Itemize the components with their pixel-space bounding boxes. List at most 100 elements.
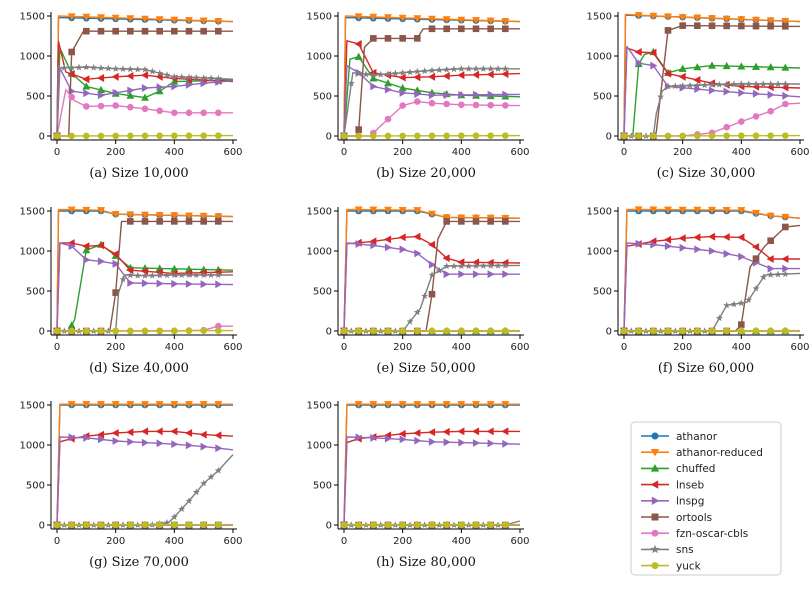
lnspg-marker <box>635 239 643 248</box>
athanor-reduced-marker <box>781 17 790 26</box>
x-tick-label: 200 <box>106 342 125 353</box>
x-tick-label: 400 <box>165 342 184 353</box>
sns-marker <box>192 73 200 81</box>
y-tick-label: 1000 <box>307 52 332 63</box>
chart-panel-6: 0 500 1000 1500 0 200 400 600 (f) Size 60,000 <box>587 206 810 376</box>
chart-panel-2: 0 500 1000 1500 0 200 400 600 (b) Size 20,000 <box>307 12 530 182</box>
lnseb-line <box>343 235 521 332</box>
sns-marker <box>214 271 222 279</box>
yuck-marker <box>141 327 149 335</box>
athanor-reduced-marker <box>428 210 436 218</box>
yuck-marker <box>738 132 745 140</box>
ortools-marker <box>782 22 789 30</box>
lnspg-marker <box>185 441 194 450</box>
lnspg-marker <box>200 442 208 451</box>
lnseb-marker <box>781 255 789 263</box>
athanor-reduced-marker <box>82 206 91 215</box>
yuck-marker <box>664 132 672 140</box>
yuck-marker <box>156 132 163 140</box>
y-tick-label: 1000 <box>20 247 45 258</box>
yuck-marker <box>472 521 480 529</box>
sns-marker <box>450 262 458 270</box>
ortools-marker <box>428 290 436 298</box>
y-tick-label: 0 <box>326 521 332 532</box>
athanor-reduced-marker <box>457 214 466 222</box>
lnseb-marker <box>96 430 105 439</box>
fzn-oscar-cbls-marker <box>141 105 149 113</box>
athanor-reduced-marker <box>369 401 378 409</box>
yuck-marker <box>458 327 465 335</box>
athanor-reduced-marker <box>96 207 106 215</box>
yuck-marker <box>650 132 657 140</box>
sns-marker <box>163 271 171 279</box>
lnspg-marker <box>141 83 150 93</box>
ortools-marker <box>215 27 222 35</box>
athanor-reduced-marker <box>781 213 790 222</box>
series-sns <box>340 65 520 140</box>
yuck-marker <box>502 132 509 139</box>
lnseb-marker <box>96 73 105 83</box>
ortools-marker <box>112 27 119 35</box>
y-tick-label: 1000 <box>307 441 332 452</box>
chuffed-marker <box>766 63 775 71</box>
series-athanor <box>620 12 801 140</box>
athanor-reduced-marker <box>354 401 363 409</box>
ortools-marker <box>83 27 90 35</box>
lnspg-marker <box>738 252 746 261</box>
athanor-reduced-marker <box>663 13 673 21</box>
y-tick-label: 0 <box>39 132 45 143</box>
yuck-marker <box>127 327 134 335</box>
yuck-marker <box>53 327 61 335</box>
yuck-marker <box>384 327 392 335</box>
ortools-marker <box>97 27 105 35</box>
lnspg-marker <box>127 279 135 287</box>
athanor-reduced-marker <box>751 209 761 218</box>
x-tick-label: 400 <box>165 536 184 547</box>
yuck-marker <box>355 327 362 335</box>
sns-marker <box>347 79 355 87</box>
sns-marker <box>170 73 178 80</box>
yuck-marker <box>458 521 465 529</box>
athanor-reduced-marker <box>501 18 510 26</box>
yuck-marker <box>53 521 61 529</box>
lnseb-marker <box>199 430 207 439</box>
sns-marker <box>759 80 767 88</box>
lnspg-marker <box>502 439 510 448</box>
chart-panel-4: 0 500 1000 1500 0 200 400 600 (d) Size 40,000 <box>20 207 243 377</box>
lnspg-marker <box>370 82 378 91</box>
sns-marker <box>82 63 90 71</box>
sns-marker <box>200 271 208 279</box>
y-tick-label: 500 <box>593 92 612 103</box>
sns-marker <box>421 67 429 75</box>
athanor-reduced-marker <box>111 14 120 22</box>
yuck-marker <box>679 132 686 140</box>
fzn-oscar-cbls-marker <box>443 100 450 108</box>
sns-marker <box>200 479 208 487</box>
lnseb-marker <box>140 427 149 436</box>
lnspg-marker <box>215 280 223 289</box>
athanor-reduced-marker <box>737 16 746 24</box>
sns-marker <box>192 488 200 496</box>
sns-marker <box>148 271 156 279</box>
lnseb-line <box>343 430 520 526</box>
y-tick-label: 0 <box>606 327 612 338</box>
lnspg-marker <box>200 79 208 88</box>
sns-marker <box>730 80 738 88</box>
yuck-marker <box>156 327 163 335</box>
lnseb-marker <box>663 69 672 78</box>
lnspg-marker <box>472 439 481 447</box>
y-tick-label: 1500 <box>20 207 45 218</box>
lnseb-marker <box>111 72 119 81</box>
fzn-oscar-cbls-marker <box>752 113 760 120</box>
lnspg-marker <box>458 90 466 99</box>
series-athanor-reduced <box>619 12 801 141</box>
yuck-marker <box>502 521 509 528</box>
lnseb-marker <box>737 233 745 242</box>
athanor-reduced-marker <box>693 14 702 22</box>
lnspg-marker <box>83 89 91 98</box>
ortools-marker <box>370 35 377 42</box>
sns-marker <box>185 73 193 81</box>
sns-marker <box>119 275 127 283</box>
lnspg-marker <box>650 61 658 70</box>
lnspg-marker <box>156 279 164 288</box>
